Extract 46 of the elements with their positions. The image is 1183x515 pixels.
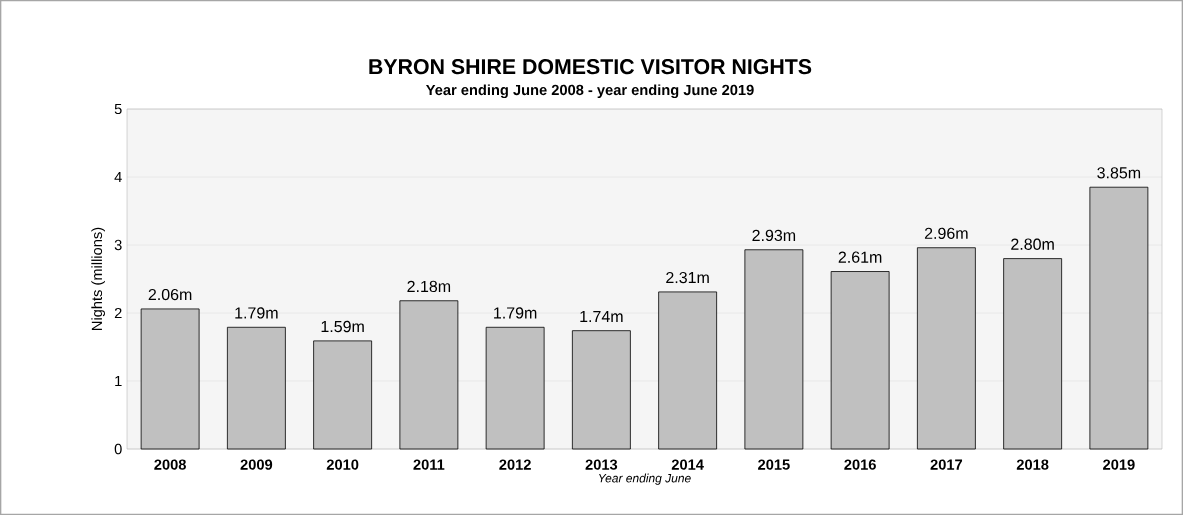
x-tick-label: 2016 [844, 459, 876, 470]
bar [226, 326, 286, 450]
y-tick-label: 3 [114, 239, 122, 251]
data-label: 2.06m [148, 288, 192, 301]
x-tick-label: 2012 [499, 459, 531, 470]
chart-subtitle: Year ending June 2008 - year ending June 2019 [426, 84, 754, 99]
bar [140, 308, 200, 450]
x-tick-label: 2011 [413, 459, 445, 470]
bar [399, 300, 459, 450]
data-label: 1.74m [580, 310, 623, 322]
data-label: 2.31m [666, 271, 709, 284]
data-label: 1.79m [235, 307, 278, 319]
bar [313, 340, 373, 450]
data-label: 3.85m [1097, 167, 1141, 179]
x-tick-label: 2018 [1016, 459, 1049, 470]
y-tick-label: 4 [114, 171, 122, 183]
y-tick-label: 1 [115, 375, 122, 387]
y-axis-title: Nights (millions) [91, 227, 105, 330]
x-tick-label: 2009 [240, 459, 273, 470]
bar [830, 271, 890, 450]
bar [1003, 258, 1063, 450]
x-tick-label: 2008 [154, 459, 186, 470]
x-tick-label: 2014 [671, 459, 704, 470]
data-label: 2.80m [1011, 238, 1054, 250]
x-tick-label: 2015 [758, 459, 790, 470]
y-tick-label: 5 [114, 103, 122, 115]
y-tick-label: 0 [114, 443, 122, 455]
bar [744, 249, 804, 450]
bar [571, 330, 631, 450]
bar [658, 291, 718, 450]
bar [485, 326, 545, 450]
y-tick-label: 2 [114, 307, 122, 319]
data-label: 2.61m [838, 251, 882, 263]
data-label: 2.96m [924, 227, 968, 239]
x-tick-label: 2019 [1103, 459, 1135, 470]
data-label: 2.93m [752, 229, 796, 242]
bar [916, 247, 976, 450]
x-tick-label: 2010 [326, 459, 359, 470]
bar [1089, 186, 1149, 450]
x-tick-label: 2017 [930, 459, 963, 470]
x-tick-label: 2013 [585, 459, 618, 470]
chart-title: BYRON SHIRE DOMESTIC VISITOR NIGHTS [369, 59, 812, 75]
x-axis-title: Year ending June [599, 473, 691, 485]
data-label: 1.79m [494, 307, 537, 319]
data-label: 2.18m [407, 280, 451, 293]
data-label: 1.59m [321, 320, 364, 333]
